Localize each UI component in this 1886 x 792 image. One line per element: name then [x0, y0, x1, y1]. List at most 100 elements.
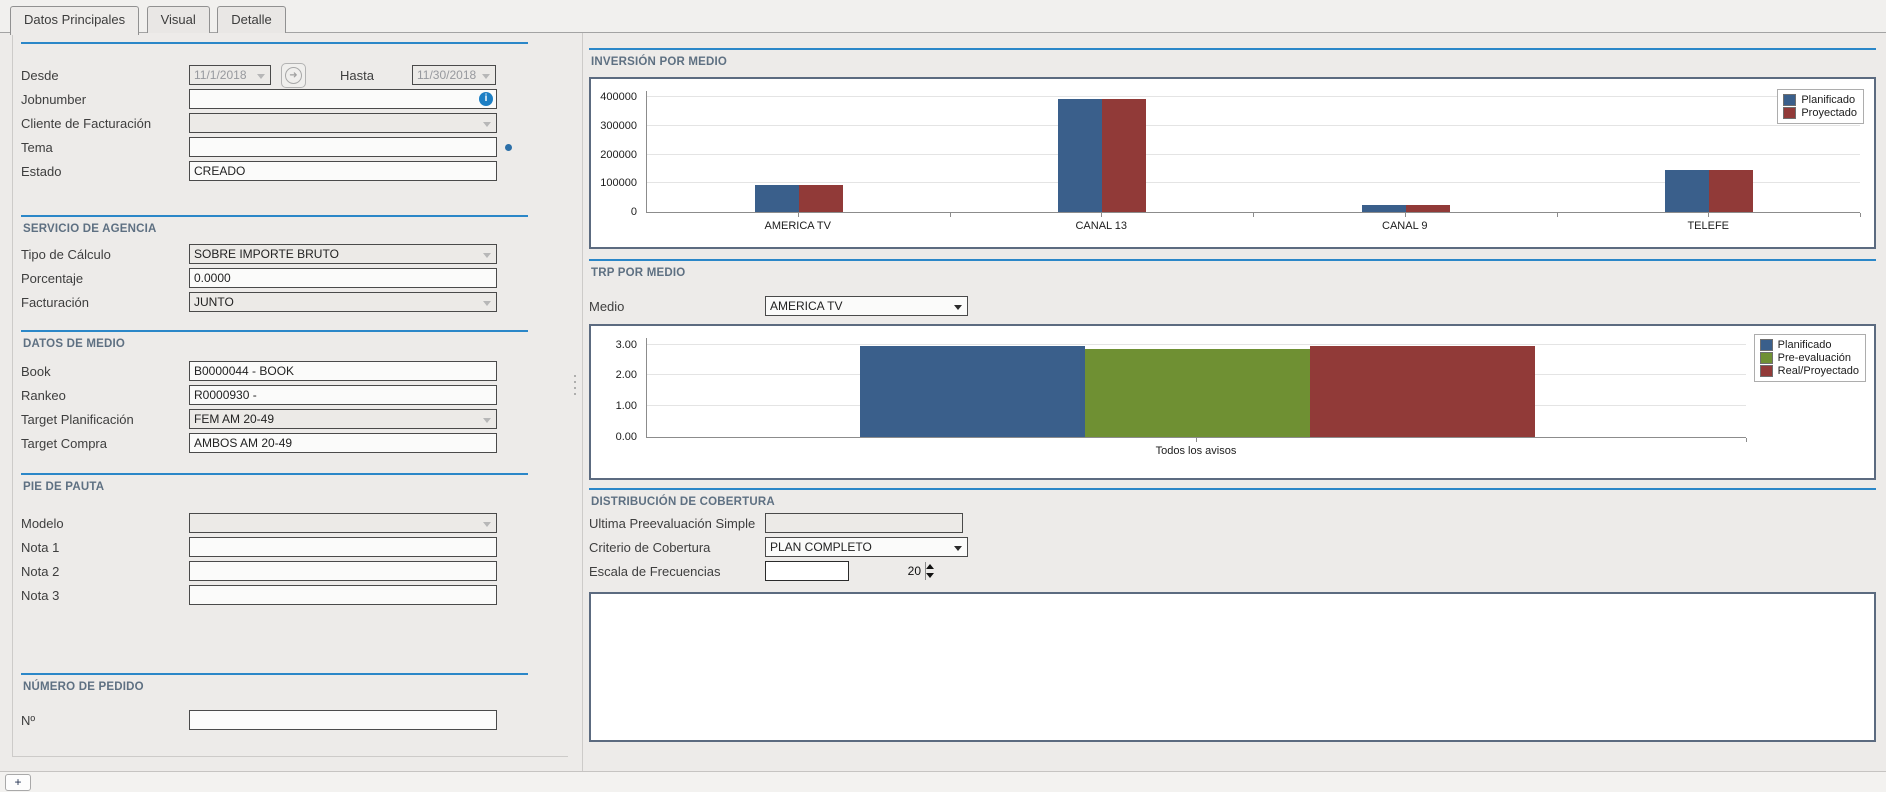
tab-datos-principales[interactable]: Datos Principales [10, 6, 140, 35]
numero-row: Nº [21, 709, 528, 731]
rankeo-label: Rankeo [21, 387, 66, 403]
section-rule [589, 488, 1876, 490]
x-axis-tick [1860, 213, 1861, 217]
legend-swatch [1783, 107, 1797, 119]
escala-frecuencias-input[interactable] [766, 562, 925, 580]
left-form-panel: Desde 11/1/2018 ➜ Hasta 11/30/2018 Jobnu… [12, 33, 568, 757]
nota2-input[interactable] [189, 561, 497, 581]
y-tick-label: 200000 [600, 148, 637, 161]
legend-entry: Planificado [1759, 339, 1859, 351]
right-charts-panel: INVERSIÓN POR MEDIO 0 100000 200000 300000 4… [582, 33, 1882, 771]
nota2-label: Nota 2 [21, 563, 60, 579]
x-axis-tick [1746, 438, 1747, 442]
porcentaje-input[interactable] [189, 268, 497, 288]
datos-medio-title: DATOS DE MEDIO [23, 338, 126, 350]
estado-input[interactable] [189, 161, 497, 181]
section-rule [21, 473, 528, 475]
x-category-label: CANAL 13 [1075, 220, 1128, 232]
book-input[interactable] [189, 361, 497, 381]
legend-swatch [1759, 339, 1773, 351]
rankeo-input[interactable] [189, 385, 497, 405]
main-content: Desde 11/1/2018 ➜ Hasta 11/30/2018 Jobnu… [0, 33, 1886, 771]
bar-proyectado [1709, 170, 1754, 212]
bar-planificado [859, 345, 1085, 437]
y-tick-label: 400000 [600, 91, 637, 104]
legend-swatch [1783, 94, 1797, 106]
legend-entry: Real/Proyectado [1759, 365, 1859, 377]
y-tick-label: 300000 [600, 119, 637, 132]
panel-splitter[interactable] [568, 33, 582, 771]
trp-por-medio-chart: 0.00 1.00 2.00 3.00 Todos los avisos Planific… [589, 324, 1876, 480]
inversion-por-medio-chart: 0 100000 200000 300000 400000 AMERICA TV CANAL… [589, 77, 1876, 249]
chart-legend: Planificado Proyectado [1777, 89, 1864, 124]
x-axis-tick [797, 213, 799, 217]
legend-entry: Pre-evaluación [1759, 352, 1859, 364]
nota3-input[interactable] [189, 585, 497, 605]
numero-input[interactable] [189, 710, 497, 730]
book-row: Book [21, 360, 528, 382]
target-planificacion-select[interactable]: FEM AM 20-49 [189, 409, 497, 429]
facturacion-select[interactable]: JUNTO [189, 292, 497, 312]
numero-label: Nº [21, 712, 36, 728]
escala-frecuencias-label: Escala de Frecuencias [589, 563, 721, 579]
inversion-medio-title: INVERSIÓN POR MEDIO [591, 56, 728, 68]
desde-label: Desde [21, 67, 59, 83]
x-axis-tick [1101, 213, 1103, 217]
section-rule [589, 48, 1876, 50]
bar-planificado [1665, 170, 1710, 212]
modelo-select[interactable] [189, 513, 497, 533]
y-tick-label: 100000 [600, 177, 637, 190]
hasta-label: Hasta [340, 67, 374, 83]
gridline [647, 343, 1746, 345]
tab-visual[interactable]: Visual [146, 6, 210, 33]
legend-label: Proyectado [1801, 107, 1857, 119]
y-tick-label: 1.00 [615, 400, 637, 413]
rankeo-row: Rankeo [21, 384, 528, 406]
jobnumber-input[interactable] [189, 89, 497, 109]
estado-row: Estado [21, 160, 528, 182]
criterio-cobertura-select[interactable]: PLAN COMPLETO [765, 537, 968, 557]
bar-real-proyectado [1309, 345, 1535, 437]
advance-period-button[interactable]: ➜ [281, 62, 306, 88]
x-category-label: AMERICA TV [764, 220, 831, 232]
gridline [647, 153, 1860, 155]
bar-planificado [754, 184, 799, 212]
spin-down-icon[interactable] [926, 571, 934, 580]
gridline [647, 182, 1860, 184]
nota1-row: Nota 1 [21, 536, 528, 558]
x-axis-tick [1404, 213, 1406, 217]
cliente-facturacion-label: Cliente de Facturación [21, 115, 152, 131]
desde-date-select[interactable]: 11/1/2018 [189, 65, 271, 85]
ultima-preevaluacion-label: Ultima Preevaluación Simple [589, 515, 756, 531]
tipo-calculo-select[interactable]: SOBRE IMPORTE BRUTO [189, 244, 497, 264]
ultima-preevaluacion-input[interactable] [765, 513, 963, 533]
medio-select[interactable]: AMERICA TV [765, 296, 968, 316]
porcentaje-row: Porcentaje [21, 267, 528, 289]
nota1-input[interactable] [189, 537, 497, 557]
hasta-date-select[interactable]: 11/30/2018 [412, 65, 496, 85]
section-rule [21, 673, 528, 675]
spin-up-icon[interactable] [926, 562, 934, 571]
facturacion-label: Facturación [21, 294, 89, 310]
legend-swatch [1759, 365, 1773, 377]
target-compra-input[interactable] [189, 433, 497, 453]
book-label: Book [21, 363, 51, 379]
tema-input[interactable] [189, 137, 497, 157]
nota3-row: Nota 3 [21, 584, 528, 606]
info-icon[interactable]: i [479, 92, 493, 106]
fecha-row: Desde 11/1/2018 ➜ Hasta 11/30/2018 [21, 62, 528, 88]
add-tab-button[interactable]: + [5, 773, 31, 791]
escala-frecuencias-spinner[interactable] [765, 561, 926, 581]
trp-medio-title: TRP POR MEDIO [591, 267, 686, 279]
splitter-grip-icon [574, 375, 576, 395]
bar-planificado [1058, 98, 1103, 212]
tab-detalle[interactable]: Detalle [217, 6, 286, 33]
target-compra-label: Target Compra [21, 435, 107, 451]
cliente-facturacion-select[interactable] [189, 113, 497, 133]
bottom-tab-strip: + [0, 771, 1886, 792]
chevron-down-icon [257, 74, 265, 79]
facturacion-value: JUNTO [194, 295, 234, 309]
x-axis-tick [1196, 438, 1197, 442]
section-rule [589, 259, 1876, 261]
legend-entry: Planificado [1783, 94, 1857, 106]
